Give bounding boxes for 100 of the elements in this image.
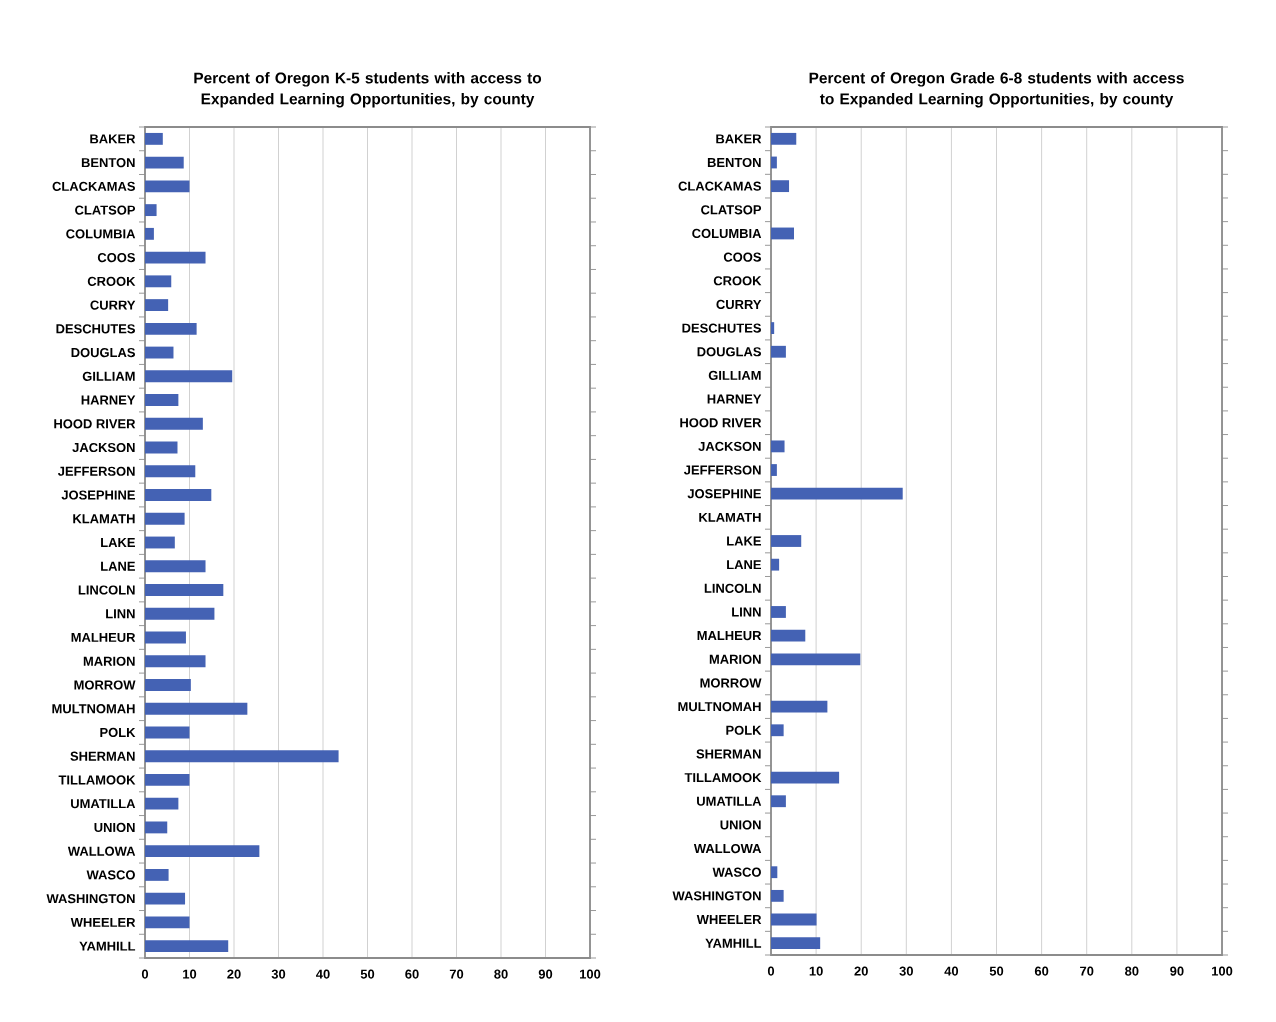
y-tick-label: COOS [723,252,761,262]
bar [145,370,233,383]
y-tick-label: JEFFERSON [683,465,761,475]
y-tick-label: LINCOLN [78,585,135,595]
y-tick-label: LINN [106,609,135,619]
bar [145,275,172,288]
y-tick-label: JEFFERSON [57,466,135,476]
y-tick-label: KLAMATH [699,512,761,522]
y-tick-label: MORROW [700,678,762,688]
y-tick-label: BENTON [707,157,761,168]
bar [771,724,784,737]
x-tick-label: 40 [316,969,330,979]
y-tick-label: LINN [732,607,761,617]
y-tick-label: CLATSOP [75,205,136,215]
x-tick-label: 70 [449,969,464,979]
y-tick-label: JACKSON [698,441,761,451]
bar [145,892,186,905]
x-tick-label: 30 [899,966,913,976]
x-tick-label: 70 [1080,966,1094,976]
y-tick-label: SHERMAN [70,751,135,761]
bar [771,937,821,950]
bar [145,774,190,786]
x-tick-label: 90 [1170,966,1184,976]
bar [145,512,185,525]
bar [145,299,169,312]
x-tick-label: 20 [854,966,868,976]
x-tick-label: 80 [1125,966,1139,976]
y-tick-label: LAKE [727,536,761,546]
bar [145,227,154,240]
y-tick-label: MARION [83,656,135,666]
y-tick-label: MARION [709,654,761,664]
y-tick-label: LAKE [101,538,135,547]
y-tick-label: GILLIAM [82,371,135,381]
y-tick-label: LANE [727,560,761,570]
y-tick-label: UMATILLA [697,796,762,806]
bar [771,606,786,618]
y-tick-label: WASHINGTON [672,891,761,901]
x-tick-label: 60 [1034,966,1049,976]
y-tick-label: YAMHILL [79,941,136,951]
y-tick-label: BENTON [81,158,135,168]
y-tick-label: YAMHILL [705,938,762,948]
bar [145,560,206,573]
x-tick-label: 20 [227,969,241,979]
x-tick-label: 90 [538,969,553,979]
bar [771,322,775,334]
bar [145,679,191,691]
y-tick-label: MULTNOMAH [678,702,761,712]
y-tick-label: KLAMATH [73,514,135,524]
bar [145,655,206,668]
x-tick-label: 100 [1212,966,1233,976]
bar [771,464,777,476]
y-tick-label: POLK [726,725,762,735]
bar [771,558,780,571]
y-tick-label: CURRY [716,299,762,310]
bar [771,227,795,240]
y-tick-label: MORROW [74,680,136,690]
bar [145,607,215,620]
y-tick-label: WASCO [86,870,135,880]
y-tick-label: CLACKAMAS [678,181,761,191]
bar [771,345,786,358]
x-tick-label: 0 [767,966,775,976]
bar [145,394,179,406]
x-tick-label: 30 [271,969,286,979]
bar [771,889,784,902]
x-tick-label: 50 [360,969,375,979]
bar [771,795,786,808]
bar [145,251,206,264]
bar [145,204,157,217]
y-tick-label: JOSEPHINE [61,490,135,500]
y-tick-label: CURRY [90,300,136,310]
y-tick-label: HARNEY [81,395,136,405]
y-tick-label: WASHINGTON [46,894,135,904]
x-tick-label: 40 [944,966,959,976]
y-tick-label: DESCHUTES [56,324,135,334]
bar [145,489,212,501]
y-tick-label: BAKER [716,134,762,144]
y-tick-label: HOOD RIVER [680,418,762,428]
bar [771,629,806,642]
bar [145,702,248,715]
bar [771,132,797,145]
y-tick-label: WALLOWA [67,846,136,856]
y-tick-label: UNION [720,820,761,830]
y-tick-label: DESCHUTES [682,323,761,333]
y-tick-label: COOS [97,253,135,263]
x-tick-label: 50 [989,966,1004,976]
bar [771,487,903,500]
y-tick-label: JACKSON [72,442,135,453]
bar [145,132,163,145]
bar [771,156,777,169]
bar [771,866,778,879]
bar [771,653,861,666]
bar [771,771,840,784]
bar [145,726,190,739]
bar [145,417,203,430]
y-tick-label: HOOD RIVER [54,419,136,429]
y-tick-label: CLACKAMAS [52,181,135,191]
bar [145,441,178,454]
x-tick-label: 10 [809,966,823,976]
bar [145,465,196,478]
bar [771,913,817,926]
